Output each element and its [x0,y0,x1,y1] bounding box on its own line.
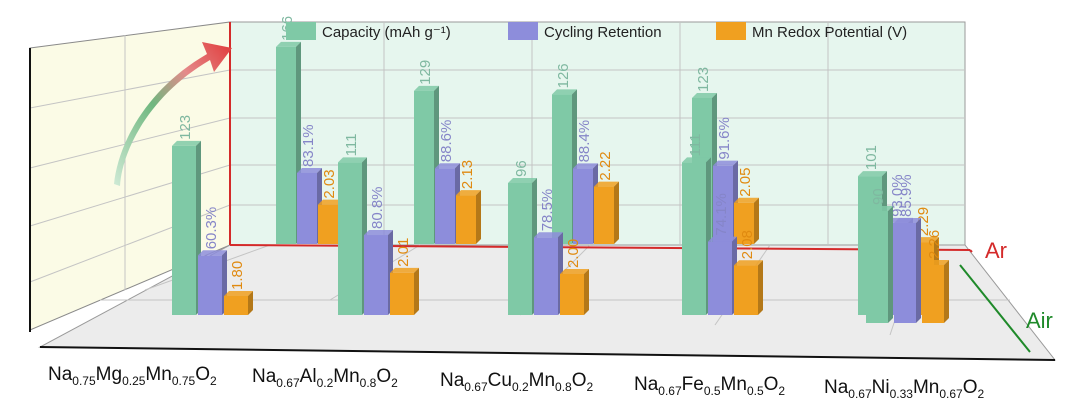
category-label-1: Na0.67Al0.2Mn0.8O2 [252,366,398,390]
ar-bar-potential-2 [456,190,481,244]
air-label-capacity-3: 111 [687,134,704,157]
air-bar-potential-1 [390,267,419,315]
air-label-capacity-2: 96 [513,160,530,177]
atmosphere-air-label: Air [1026,308,1053,333]
air-bar-capacity-0 [172,140,201,315]
air-bar-potential-3 [734,260,763,315]
ar-label-retention-1: 83.1% [300,124,317,167]
category-label-0: Na0.75Mg0.25Mn0.75O2 [48,364,217,388]
extra-bar-0 [866,206,893,323]
legend-retention: Cycling Retention [544,24,662,41]
legend-swatch-retention [508,22,538,40]
legend-swatch-potential [716,22,746,40]
ar-label-potential-1: 2.03 [321,169,338,198]
air-label-potential-1: 2.01 [395,238,412,267]
air-label-capacity-1: 111 [343,134,360,157]
air-label-potential-2: 2.00 [565,239,582,268]
legend-capacity: Capacity (mAh g⁻¹) [322,24,451,41]
ar-bar-potential-3 [594,181,619,244]
air-bar-retention-3 [708,236,737,315]
category-label-3: Na0.67Fe0.5Mn0.5O2 [634,374,785,398]
air-label-capacity-4: 101 [863,145,880,170]
category-labels: Na0.75Mg0.25Mn0.75O2 Na0.67Al0.2Mn0.8O2 Na… [48,364,985,401]
air-label-retention-0: 60.3% [203,207,220,250]
ar-label-retention-2: 88.6% [438,120,455,163]
category-label-4: Na0.67Ni0.33Mn0.67O2 [824,377,985,401]
air-bar-retention-0 [198,250,227,315]
ar-label-potential-3: 2.22 [597,151,614,180]
extra-bar-2 [922,260,949,323]
air-label-retention-1: 80.8% [369,186,386,229]
air-bar-capacity-3 [682,157,711,315]
air-bar-potential-2 [560,269,589,315]
air-label-capacity-0: 123 [177,115,194,140]
legend-potential: Mn Redox Potential (V) [752,24,907,41]
ar-label-capacity-2: 129 [417,60,434,85]
bars-layer: 16683.1%2.0312988.6%2.1312688.4%2.221239… [172,16,949,323]
air-label-retention-3: 74.1% [713,193,730,236]
extra-label-0: 90 [870,188,887,205]
chart-edges [29,48,1056,361]
air-bar-retention-1 [364,230,393,315]
extra-label-2: 2.26 [926,230,943,259]
air-label-potential-3: 2.08 [739,230,756,259]
extra-label-1: 85.9% [898,174,915,217]
category-label-2: Na0.67Cu0.2Mn0.8O2 [440,370,594,394]
air-bar-capacity-2 [508,178,537,315]
ar-bar-potential-4 [734,197,759,244]
ar-label-retention-4: 91.6% [716,117,733,160]
air-bar-capacity-1 [338,157,367,315]
ar-label-potential-4: 2.05 [737,168,754,197]
air-label-potential-0: 1.80 [229,261,246,290]
legend-swatch-capacity [286,22,316,40]
air-bar-potential-0 [224,291,253,315]
ar-label-retention-3: 88.4% [576,120,593,163]
air-bar-retention-2 [534,232,563,315]
trend-arrow-icon [114,42,232,186]
extra-bar-1 [894,218,921,323]
air-label-retention-4: 93.0% [889,174,906,217]
air-axis-line [959,264,1031,353]
legend: Capacity (mAh g⁻¹) Cycling Retention Mn … [286,22,907,41]
ar-label-capacity-4: 123 [695,67,712,92]
atmosphere-ar-label: Ar [985,238,1007,263]
ar-label-capacity-3: 126 [555,63,572,88]
air-label-retention-2: 78.5% [539,189,556,232]
ar-label-potential-2: 2.13 [459,160,476,189]
